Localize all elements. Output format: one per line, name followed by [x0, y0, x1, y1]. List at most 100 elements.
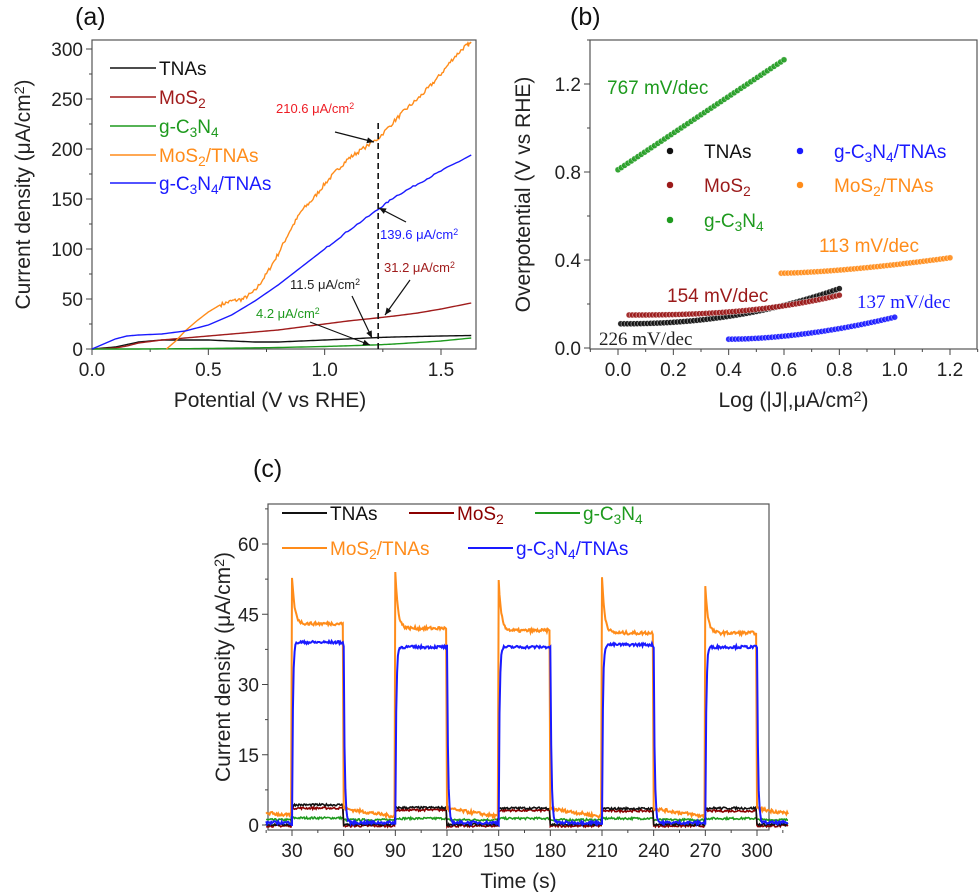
- legend-label-2: g-C3​N4​: [583, 504, 643, 527]
- x-tick-label: 210: [586, 841, 618, 862]
- legend-label-0: TNAs: [704, 142, 752, 163]
- legend-label-1: MoS2​: [457, 504, 504, 527]
- legend-marker-1: [666, 181, 674, 189]
- x-tick-label: 0.4: [715, 360, 742, 381]
- annotation-label-2: 31.2 μA/cm2​: [384, 260, 455, 275]
- panel-label: (a): [75, 3, 106, 31]
- data-point-3: [891, 314, 898, 321]
- legend-label-0: TNAs: [330, 504, 378, 525]
- slope-label-0: 767 mV/dec: [607, 78, 708, 99]
- y-tick-label: 200: [51, 140, 83, 161]
- legend-marker-4: [796, 181, 804, 189]
- chart-a: 0.0 0.5 1.0 1.5 0 50 100 150 200 250 300 Potential …: [12, 3, 477, 412]
- y-tick-label: 0: [248, 816, 259, 837]
- x-tick-label: 90: [385, 841, 406, 862]
- y-tick-label: 60: [238, 535, 259, 556]
- series-line-2: [92, 337, 472, 350]
- y-tick-label: 50: [62, 290, 83, 311]
- y-axis-title: Overpotential (V vs RHE): [512, 77, 535, 313]
- x-tick-label: 1.2: [937, 360, 963, 381]
- series-line-3: [265, 571, 789, 821]
- legend-label-1: MoS2​: [159, 88, 206, 111]
- x-tick-label: 120: [431, 841, 463, 862]
- data-point-0: [836, 285, 843, 292]
- legend-label-4: g-C3​N4​/TNAs: [159, 174, 271, 197]
- x-tick-label: 180: [534, 841, 566, 862]
- legend-label-2: g-C3​N4​: [159, 117, 219, 140]
- x-tick-label: 1.0: [881, 360, 907, 381]
- x-tick-label: 240: [638, 841, 670, 862]
- x-axis-title: Time (s): [480, 870, 556, 892]
- series-line-3: [165, 40, 472, 350]
- slope-label-4: 226 mV/dec: [599, 329, 692, 350]
- annotation-arrow-2: [384, 279, 411, 316]
- y-tick-label: 15: [238, 746, 259, 767]
- x-tick-label: 300: [741, 841, 773, 862]
- x-tick-label: 150: [483, 841, 515, 862]
- legend-label-4: MoS2​/TNAs: [834, 176, 933, 199]
- annotation-label-1: 139.6 μA/cm2​: [380, 227, 458, 242]
- annotation-label-4: 4.2 μA/cm2​: [256, 306, 320, 321]
- y-tick-label: 150: [51, 190, 83, 211]
- y-tick-label: 0.8: [555, 163, 581, 184]
- y-tick-label: 0.0: [555, 339, 581, 360]
- y-tick-label: 100: [51, 240, 83, 261]
- annotation-label-3: 11.5 μA/cm2​: [290, 277, 360, 292]
- y-axis-title: Current density (μA/cm2​): [212, 552, 235, 782]
- arrowhead-icon: [366, 137, 374, 144]
- y-tick-label: 45: [238, 605, 259, 626]
- annotation-arrow-3: [351, 295, 373, 339]
- legend-label-3: g-C3​N4​/TNAs: [834, 142, 946, 165]
- series-line-1: [91, 302, 472, 350]
- legend-marker-2: [666, 216, 674, 224]
- plot-frame: [91, 39, 477, 350]
- x-tick-label: 0.6: [771, 360, 797, 381]
- panel-label: (c): [253, 455, 282, 483]
- legend-label-0: TNAs: [159, 59, 207, 80]
- arrowhead-icon: [385, 307, 392, 315]
- x-axis-title: Potential (V vs RHE): [174, 389, 367, 412]
- legend-label-4: g-C3​N4​/TNAs: [516, 539, 628, 562]
- legend-label-2: g-C3​N4​: [704, 211, 764, 234]
- data-point-4: [946, 254, 954, 261]
- data-point-1: [836, 292, 843, 299]
- y-tick-label: 0: [72, 340, 83, 361]
- legend-label-3: MoS2​/TNAs: [330, 539, 429, 562]
- chart-c: 30 60 90 120 150 180 210 240 270 300 0 15 30 45 60 Time…: [212, 455, 789, 892]
- series-line-4: [91, 154, 472, 350]
- y-tick-label: 0.4: [555, 251, 582, 272]
- x-tick-label: 0.2: [660, 360, 686, 381]
- annotation-arrow-4: [309, 321, 371, 346]
- y-tick-label: 250: [51, 90, 83, 111]
- slope-label-2: 154 mV/dec: [667, 286, 768, 307]
- legend-marker-3: [796, 147, 804, 155]
- y-axis-title: Current density (μA/cm2​): [12, 79, 35, 309]
- chart-b: 0.0 0.2 0.4 0.6 0.8 1.0 1.2 0.0 0.4 0.8 1.2 Log (|J…: [512, 3, 979, 412]
- x-tick-label: 0.5: [195, 360, 221, 381]
- series-line-4: [265, 638, 789, 828]
- x-tick-label: 1.5: [428, 360, 454, 381]
- legend-label-1: MoS2​: [704, 176, 751, 199]
- x-tick-label: 0.8: [826, 360, 852, 381]
- x-tick-label: 0.0: [605, 360, 631, 381]
- slope-label-1: 113 mV/dec: [819, 236, 919, 257]
- annotation-label-0: 210.6 μA/cm2​: [276, 101, 354, 116]
- x-tick-label: 60: [333, 841, 354, 862]
- x-tick-label: 0.0: [79, 360, 105, 381]
- x-tick-label: 270: [689, 841, 721, 862]
- series-line-2: [265, 815, 788, 823]
- plot-frame: [267, 503, 770, 831]
- slope-label-3: 137 mV/dec: [857, 292, 950, 313]
- legend-label-3: MoS2​/TNAs: [159, 146, 258, 169]
- y-tick-label: 1.2: [555, 75, 581, 96]
- arrowhead-icon: [379, 208, 387, 214]
- x-tick-label: 30: [281, 841, 302, 862]
- arrowhead-icon: [362, 339, 370, 346]
- x-axis-title: Log (|J|,μA/cm2​): [719, 389, 869, 412]
- legend-marker-0: [666, 147, 674, 155]
- arrowhead-icon: [366, 330, 372, 338]
- y-tick-label: 300: [51, 40, 83, 61]
- panel-label: (b): [570, 3, 601, 31]
- data-point-2: [780, 56, 788, 63]
